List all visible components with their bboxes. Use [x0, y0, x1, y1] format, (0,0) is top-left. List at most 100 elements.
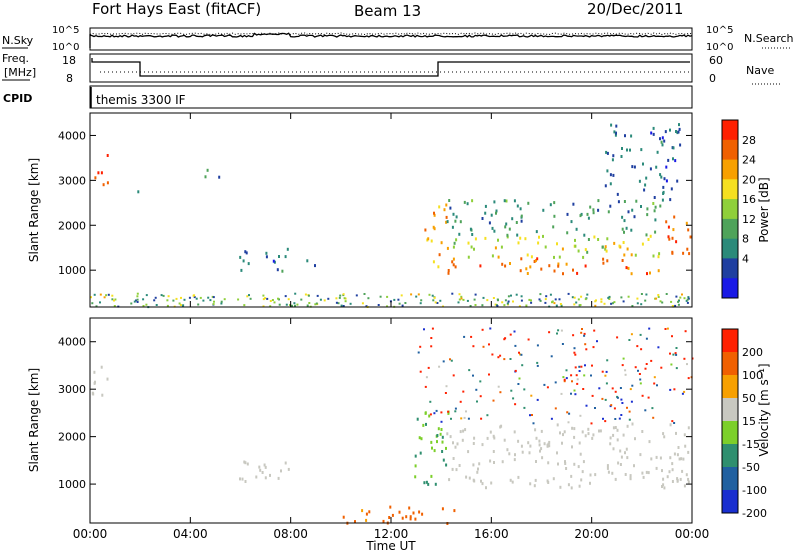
velocity-cell [559, 431, 561, 435]
power-cell [432, 299, 435, 302]
velocity-cell [582, 460, 585, 464]
power-cell [91, 302, 94, 305]
velocity-cell [485, 486, 487, 490]
velocity-cell [405, 515, 408, 519]
power-cell [667, 158, 670, 162]
velocity-cell [579, 414, 582, 417]
power-cell [365, 305, 368, 308]
velocity-cell [467, 417, 470, 420]
velocity-cell [591, 364, 593, 367]
velocity-cell [681, 392, 684, 395]
velocity-cell [656, 384, 658, 387]
velocity-cell [655, 466, 658, 470]
velocity-cell [365, 512, 368, 516]
velocity-cell [510, 389, 513, 392]
velocity-cell [441, 440, 444, 444]
velocity-cell [671, 335, 673, 338]
velocity-cell [517, 475, 520, 479]
power-cell [524, 237, 527, 241]
velocity-cell [625, 447, 628, 451]
velocity-cell [480, 479, 482, 483]
power-cell [166, 299, 169, 302]
power-cell [622, 241, 625, 244]
power-cell [669, 198, 672, 202]
velocity-cell [669, 352, 671, 355]
power-cell [519, 269, 522, 273]
velocity-cell [624, 473, 627, 476]
power-cell [659, 204, 662, 208]
power-cell [506, 302, 509, 305]
power-cell [674, 304, 677, 307]
power-cell [645, 293, 648, 296]
power-cell [665, 293, 668, 295]
power-cell [481, 304, 484, 307]
colorbar-tick-label: 100 [742, 369, 763, 382]
velocity-cell [409, 517, 412, 521]
y-tick-label: 4000 [58, 129, 86, 142]
power-cell [269, 300, 272, 302]
power-cell [609, 173, 612, 177]
power-cell [605, 150, 608, 154]
power-cell [653, 196, 656, 199]
velocity-cell [421, 512, 424, 516]
colorbar-tick-label: 4 [742, 252, 749, 265]
velocity-cell [574, 353, 577, 356]
velocity-cell [414, 464, 417, 468]
power-cell [458, 232, 461, 236]
velocity-cell [93, 370, 96, 374]
velocity-cell [580, 365, 583, 368]
power-cell [500, 245, 503, 249]
colorbar-tick-label: -50 [742, 461, 760, 474]
colorbar-tick-label: -100 [742, 484, 767, 497]
velocity-cell [499, 354, 502, 357]
power-cell [469, 227, 472, 231]
power-cell [314, 264, 316, 268]
velocity-cell [645, 470, 648, 474]
power-cell [202, 299, 205, 302]
velocity-cell [534, 428, 537, 432]
power-cell [678, 299, 680, 302]
velocity-cell [470, 335, 473, 338]
velocity-cell [533, 484, 536, 488]
power-cell [654, 230, 657, 234]
power-cell [155, 304, 158, 306]
power-cell [339, 294, 342, 297]
velocity-cell [458, 464, 461, 467]
velocity-cell [419, 370, 422, 373]
velocity-cell [437, 427, 440, 431]
power-cell [507, 295, 510, 298]
power-cell [642, 162, 644, 166]
velocity-cell [500, 424, 503, 428]
power-cell [484, 204, 487, 208]
power-cell [574, 238, 576, 242]
power-cell [613, 301, 616, 304]
velocity-cell [465, 410, 467, 413]
velocity-cell [481, 482, 484, 486]
power-cell [397, 298, 400, 301]
velocity-cell [676, 477, 679, 481]
power-cell [586, 250, 589, 254]
power-cell [479, 264, 482, 268]
power-panel-frame [89, 112, 693, 308]
velocity-cell [678, 457, 681, 461]
velocity-cell [671, 480, 674, 483]
power-cell [660, 175, 663, 179]
velocity-cell [591, 436, 594, 440]
velocity-cell [547, 461, 550, 465]
velocity-cell [574, 366, 577, 369]
power-colorbar-label: Power [dB] [757, 177, 771, 242]
velocity-cell [409, 515, 412, 519]
power-cell [604, 247, 607, 251]
velocity-cell [607, 470, 610, 474]
power-cell [166, 304, 169, 307]
power-cell [587, 216, 590, 220]
velocity-cell [472, 345, 475, 348]
velocity-cell [687, 480, 690, 484]
velocity-cell [567, 421, 570, 424]
colorbar-tick-label: 8 [742, 233, 749, 246]
power-cell [436, 302, 439, 304]
power-cell [467, 241, 470, 245]
power-cell [548, 264, 551, 268]
velocity-cell [554, 381, 557, 384]
velocity-cell [422, 423, 425, 427]
